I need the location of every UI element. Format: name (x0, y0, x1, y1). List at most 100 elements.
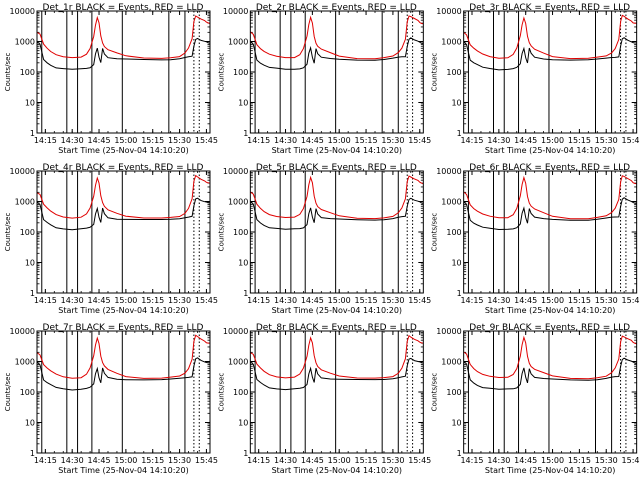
x-tick-label: 15:15 (141, 456, 164, 465)
x-tick-label: 15:00 (541, 296, 564, 305)
x-tick-label: 15:00 (541, 456, 564, 465)
x-tick-label: 14:15 (460, 456, 483, 465)
y-tick-label: 1000 (441, 358, 461, 367)
panel-5: Det_5r BLACK = Events, RED = LLD Counts/s… (217, 163, 431, 315)
x-tick-label: 15:30 (595, 136, 618, 145)
y-tick-label: 1 (243, 129, 248, 138)
panel-title: Det_7r BLACK = Events, RED = LLD (43, 323, 204, 333)
x-tick-label: 14:30 (487, 136, 510, 145)
series-lld-line (250, 175, 424, 220)
x-tick-label: 15:45 (195, 136, 218, 145)
series-lld-line (463, 335, 637, 380)
x-axis-label: Start Time (25-Nov-04 14:10:20) (272, 466, 402, 475)
x-axis-label: Start Time (25-Nov-04 14:10:20) (272, 306, 402, 315)
series-events-line (36, 197, 211, 231)
series-lld-line (36, 334, 210, 379)
x-axis-label: Start Time (25-Nov-04 14:10:20) (58, 306, 188, 315)
x-tick-label: 14:15 (247, 296, 270, 305)
y-tick-label: 10000 (436, 7, 461, 16)
x-tick-label: 15:15 (568, 136, 591, 145)
y-axis-label: Counts/sec (217, 373, 225, 412)
y-tick-label: 100 (233, 68, 248, 77)
x-tick-label: 14:45 (88, 136, 111, 145)
y-tick-label: 100 (233, 388, 248, 397)
panel-6: Det_6r BLACK = Events, RED = LLD Counts/s… (431, 163, 640, 315)
y-tick-label: 1 (30, 449, 35, 458)
x-tick-label: 14:45 (514, 136, 537, 145)
x-tick-label: 14:45 (301, 456, 324, 465)
series-events-line (249, 357, 424, 391)
y-tick-label: 100 (20, 228, 35, 237)
y-tick-label: 10000 (10, 327, 35, 336)
x-tick-label: 15:30 (595, 456, 618, 465)
series-lld-line (36, 15, 211, 59)
y-tick-label: 100 (446, 68, 461, 77)
y-tick-label: 1000 (228, 38, 248, 47)
x-tick-label: 15:45 (408, 296, 431, 305)
y-tick-label: 10 (451, 259, 461, 268)
x-tick-label: 15:30 (168, 136, 191, 145)
x-tick-label: 15:00 (541, 136, 564, 145)
x-tick-label: 15:30 (381, 296, 404, 305)
series-events-line (249, 37, 424, 70)
y-tick-label: 100 (20, 68, 35, 77)
x-tick-label: 15:00 (328, 296, 351, 305)
y-axis-label: Counts/sec (431, 53, 439, 92)
panel-8: Det_8r BLACK = Events, RED = LLD Counts/s… (217, 323, 431, 475)
x-tick-label: 15:45 (408, 136, 431, 145)
y-tick-label: 10000 (10, 167, 35, 176)
y-tick-label: 1 (243, 289, 248, 298)
plot-frame (36, 170, 211, 294)
x-tick-label: 14:30 (61, 456, 84, 465)
series-lld-line (36, 174, 211, 219)
series-events-line (36, 37, 211, 70)
series-events-line (463, 37, 637, 71)
panel-title: Det_6r BLACK = Events, RED = LLD (469, 163, 630, 173)
x-tick-label: 14:45 (301, 296, 324, 305)
series-events-line (36, 357, 210, 391)
panel-title: Det_9r BLACK = Events, RED = LLD (469, 323, 630, 333)
x-tick-label: 15:15 (355, 136, 378, 145)
panel-1: Det_1r BLACK = Events, RED = LLD Counts/s… (4, 3, 218, 155)
y-tick-label: 10 (451, 99, 461, 108)
y-tick-label: 1000 (441, 198, 461, 207)
x-tick-label: 15:30 (381, 136, 404, 145)
y-tick-label: 10000 (223, 7, 248, 16)
x-axis-label: Start Time (25-Nov-04 14:10:20) (272, 146, 402, 155)
x-tick-label: 14:15 (460, 296, 483, 305)
plot-frame (36, 10, 211, 134)
y-tick-label: 1 (243, 449, 248, 458)
x-axis-label: Start Time (25-Nov-04 14:10:20) (485, 466, 615, 475)
y-tick-label: 100 (446, 388, 461, 397)
y-tick-label: 1000 (441, 38, 461, 47)
plot-frame (249, 10, 424, 134)
y-tick-label: 10000 (436, 327, 461, 336)
x-tick-label: 15:45 (622, 136, 640, 145)
y-axis-label: Counts/sec (4, 373, 12, 412)
panel-7: Det_7r BLACK = Events, RED = LLD Counts/s… (4, 323, 218, 475)
plot-frame (463, 170, 638, 294)
series-events-line (249, 197, 424, 230)
y-tick-label: 1000 (228, 198, 248, 207)
x-tick-label: 15:45 (622, 296, 640, 305)
x-tick-label: 14:45 (301, 136, 324, 145)
x-tick-label: 15:45 (408, 456, 431, 465)
x-tick-label: 14:30 (487, 296, 510, 305)
x-tick-label: 14:30 (274, 296, 297, 305)
x-tick-label: 15:00 (328, 136, 351, 145)
y-tick-label: 100 (233, 228, 248, 237)
panel-title: Det_3r BLACK = Events, RED = LLD (469, 3, 630, 13)
y-tick-label: 1 (457, 449, 462, 458)
y-tick-label: 10 (25, 99, 35, 108)
y-tick-label: 10000 (223, 327, 248, 336)
y-tick-label: 100 (446, 228, 461, 237)
x-tick-label: 14:30 (61, 296, 84, 305)
y-tick-label: 1000 (15, 198, 35, 207)
x-tick-label: 15:45 (195, 296, 218, 305)
x-tick-label: 14:15 (460, 136, 483, 145)
x-tick-label: 14:45 (514, 456, 537, 465)
series-events-line (463, 357, 637, 390)
x-tick-label: 14:15 (34, 136, 57, 145)
plot-frame (463, 330, 638, 454)
